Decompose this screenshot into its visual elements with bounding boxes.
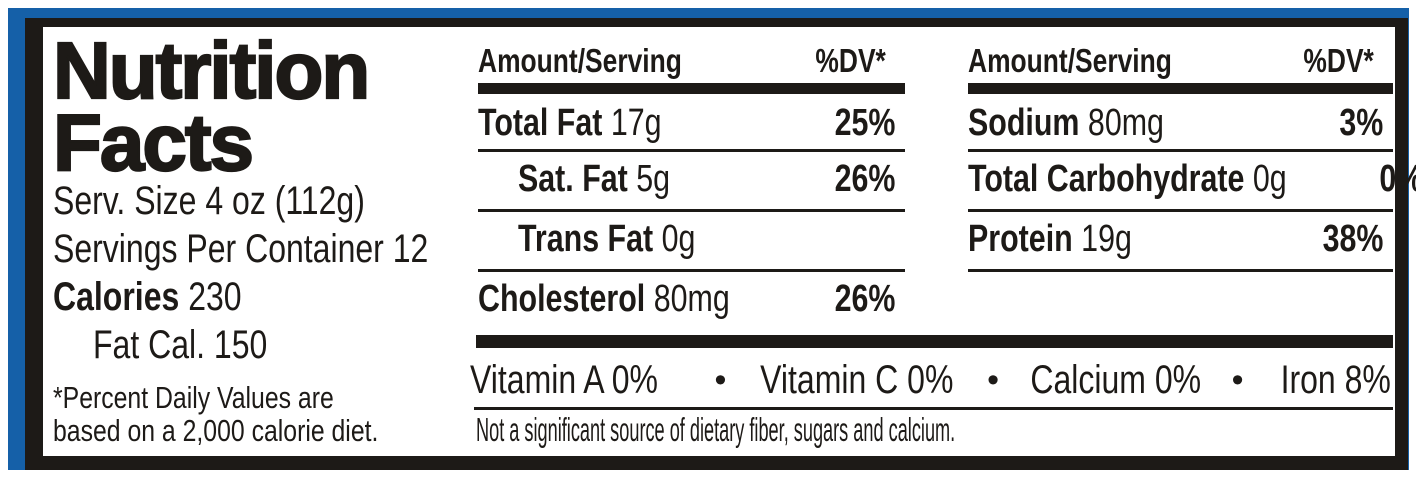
- row-sat-fat: Sat. Fat 5g 26%: [478, 155, 905, 203]
- thick-rule-bottom: [476, 335, 1393, 348]
- thin-rule: [968, 209, 1393, 212]
- footnote-line2: based on a 2,000 calorie diet.: [53, 413, 379, 448]
- footnote-line1: *Percent Daily Values are: [53, 380, 334, 415]
- row-sodium: Sodium 80mg 3%: [968, 99, 1393, 147]
- header-dv: %DV*: [815, 42, 886, 79]
- dv-total-fat: 25%: [834, 101, 896, 144]
- servings-per-container: Servings Per Container 12: [53, 227, 429, 271]
- thick-rule: [478, 83, 905, 94]
- vitamin-a: Vitamin A 0%: [470, 357, 658, 402]
- thin-rule: [478, 149, 905, 152]
- label-title-line1: Nutrition: [52, 26, 371, 115]
- bullet-separator: •: [1231, 360, 1244, 399]
- vitamin-c: Vitamin C 0%: [760, 357, 954, 402]
- row-protein: Protein 19g 38%: [968, 215, 1393, 263]
- daily-values-footnote: *Percent Daily Values are based on a 2,0…: [53, 381, 460, 447]
- column-header: Amount/Serving %DV*: [478, 42, 905, 79]
- thick-rule: [968, 83, 1393, 94]
- thin-rule: [478, 269, 905, 272]
- iron: Iron 8%: [1280, 357, 1391, 402]
- serving-info: Serv. Size 4 oz (112g) Servings Per Cont…: [53, 177, 522, 369]
- dv-cholesterol: 26%: [834, 277, 896, 320]
- calcium: Calcium 0%: [1029, 357, 1201, 402]
- row-trans-fat: Trans Fat 0g: [518, 217, 696, 260]
- nutrition-facts-panel: Nutrition Facts Serv. Size 4 oz (112g) S…: [25, 18, 1416, 470]
- dv-sat-fat: 26%: [834, 157, 896, 200]
- column-header: Amount/Serving %DV*: [968, 42, 1393, 79]
- micronutrients-row: Vitamin A 0% • Vitamin C 0% • Calcium 0%…: [470, 357, 1391, 403]
- serving-size: Serv. Size 4 oz (112g): [53, 179, 365, 223]
- dv-total-carbohydrate: 0%: [1379, 157, 1416, 200]
- bullet-separator: •: [714, 360, 727, 399]
- dv-protein: 38%: [1322, 217, 1384, 260]
- thin-rule: [474, 407, 1393, 410]
- bullet-separator: •: [987, 360, 1000, 399]
- calories-line: Calories 230: [53, 273, 522, 321]
- disclaimer: Not a significant source of dietary fibe…: [476, 411, 956, 448]
- dv-sodium: 3%: [1339, 101, 1384, 144]
- row-total-carbohydrate: Total Carbohydrate 0g 0%: [968, 155, 1416, 203]
- row-total-fat: Total Fat 17g 25%: [478, 99, 905, 147]
- thin-rule: [968, 149, 1393, 152]
- row-cholesterol: Cholesterol 80mg 26%: [478, 275, 905, 323]
- nutrients-column-left: Amount/Serving %DV* Total Fat 17g 25% Sa…: [478, 27, 905, 456]
- label-title-line2: Facts: [52, 98, 255, 187]
- thin-rule: [968, 269, 1393, 272]
- nutrients-column-right: Amount/Serving %DV* Sodium 80mg 3% Total…: [968, 27, 1416, 456]
- header-amount-serving: Amount/Serving: [478, 42, 682, 79]
- calories-label: Calories: [53, 275, 180, 319]
- header-amount-serving: Amount/Serving: [968, 42, 1172, 79]
- header-dv: %DV*: [1303, 42, 1374, 79]
- thin-rule: [478, 209, 905, 212]
- calories-value: 230: [188, 275, 242, 319]
- fat-calories: Fat Cal. 150: [93, 323, 268, 367]
- label-title: Nutrition Facts: [52, 26, 371, 187]
